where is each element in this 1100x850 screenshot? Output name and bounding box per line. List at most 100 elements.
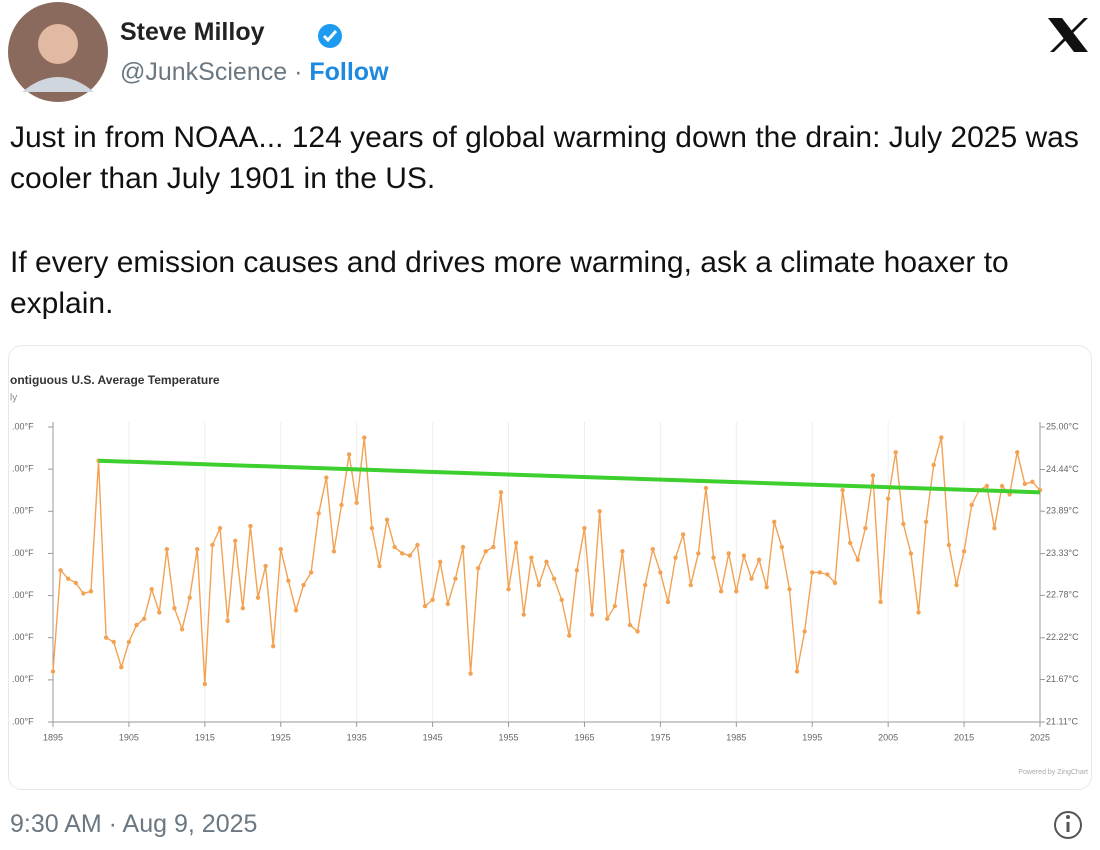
y-tick-label: .00°F	[12, 674, 34, 684]
y-tick-label: .00°F	[12, 716, 34, 726]
data-point	[103, 635, 109, 640]
x-tick-label: 1975	[650, 732, 670, 742]
verified-badge	[318, 24, 342, 48]
data-point	[688, 582, 693, 588]
data-point	[339, 502, 344, 508]
data-point	[422, 603, 428, 609]
data-point	[362, 435, 367, 440]
data-point	[863, 525, 868, 531]
y-tick-label: .00°F	[12, 632, 34, 642]
data-point	[453, 576, 458, 581]
data-point	[992, 525, 997, 531]
data-point	[263, 563, 268, 569]
data-point	[240, 606, 246, 611]
data-point	[1030, 479, 1035, 484]
data-point	[217, 525, 223, 531]
y2-tick-label: 23.89°C	[1046, 506, 1079, 516]
author-handle-row: @JunkScience · Follow	[120, 58, 389, 87]
data-point	[969, 502, 974, 508]
y-tick-label: .00°F	[12, 464, 34, 474]
data-point	[954, 582, 959, 588]
data-point	[149, 587, 154, 592]
data-point	[840, 488, 845, 493]
data-point	[377, 563, 382, 569]
data-point	[58, 568, 63, 573]
data-point	[772, 519, 777, 525]
data-point	[643, 582, 648, 588]
data-point	[438, 559, 443, 565]
x-logo[interactable]	[1048, 18, 1088, 52]
data-point	[445, 601, 450, 607]
data-point	[521, 612, 526, 617]
data-point	[384, 517, 390, 522]
data-point	[316, 511, 321, 516]
y2-tick-label: 21.67°C	[1046, 674, 1079, 684]
data-point	[536, 582, 542, 588]
y-tick-label: .00°F	[12, 421, 34, 431]
data-point	[832, 580, 838, 586]
x-tick-label: 1995	[802, 732, 822, 742]
data-point	[567, 633, 572, 638]
data-point	[430, 597, 435, 602]
data-point	[620, 549, 625, 554]
y-tick-label: .00°F	[12, 590, 34, 600]
author-handle[interactable]: @JunkScience	[120, 58, 288, 86]
tweet-paragraph: Just in from NOAA... 124 years of global…	[10, 121, 1079, 195]
chart-title: ontiguous U.S. Average Temperature	[10, 373, 220, 387]
x-tick-label: 1905	[119, 732, 139, 742]
data-point	[605, 616, 610, 621]
data-point	[673, 555, 678, 560]
data-point	[157, 610, 162, 615]
data-point	[696, 551, 701, 556]
data-point	[65, 576, 71, 581]
x-tick-label: 1895	[43, 732, 63, 742]
y2-tick-label: 23.33°C	[1046, 548, 1079, 558]
data-point	[400, 551, 405, 556]
data-point	[901, 521, 906, 527]
x-tick-label: 1935	[347, 732, 367, 742]
author-name[interactable]: Steve Milloy	[120, 18, 265, 46]
data-point	[589, 612, 595, 617]
data-point	[574, 568, 580, 573]
data-point	[817, 570, 823, 575]
y2-tick-label: 24.44°C	[1046, 464, 1079, 474]
data-point	[1022, 481, 1028, 487]
y-tick-label: .00°F	[12, 506, 34, 516]
data-point	[726, 551, 731, 556]
data-point	[764, 584, 769, 590]
data-point	[308, 570, 314, 575]
data-point	[81, 591, 86, 596]
data-point	[210, 542, 215, 548]
info-icon[interactable]	[1054, 811, 1082, 839]
data-point	[255, 595, 261, 600]
chart-card	[8, 345, 1092, 790]
data-point	[50, 669, 56, 674]
data-point	[346, 452, 352, 457]
y2-tick-label: 22.78°C	[1046, 590, 1079, 600]
avatar-face	[38, 24, 78, 64]
data-point	[847, 540, 853, 546]
data-point	[582, 525, 587, 531]
data-point	[529, 555, 534, 560]
data-point	[749, 576, 754, 581]
x-tick-label: 1925	[271, 732, 291, 742]
x-tick-label: 1945	[423, 732, 443, 742]
data-point	[460, 544, 466, 550]
x-tick-label: 1955	[499, 732, 519, 742]
data-point	[301, 582, 306, 588]
chart-subtitle: ly	[10, 393, 17, 404]
data-point	[734, 589, 739, 594]
timestamp[interactable]: 9:30 AM · Aug 9, 2025	[10, 810, 258, 838]
y-tick-label: .00°F	[12, 548, 34, 558]
x-tick-label: 2015	[954, 732, 974, 742]
data-point	[650, 547, 655, 552]
data-point	[369, 525, 375, 531]
data-point	[248, 523, 253, 529]
follow-button[interactable]: Follow	[309, 58, 389, 86]
y2-tick-label: 25.00°C	[1046, 421, 1079, 431]
data-point	[126, 639, 132, 645]
data-point	[612, 603, 618, 609]
data-point	[1015, 450, 1020, 455]
